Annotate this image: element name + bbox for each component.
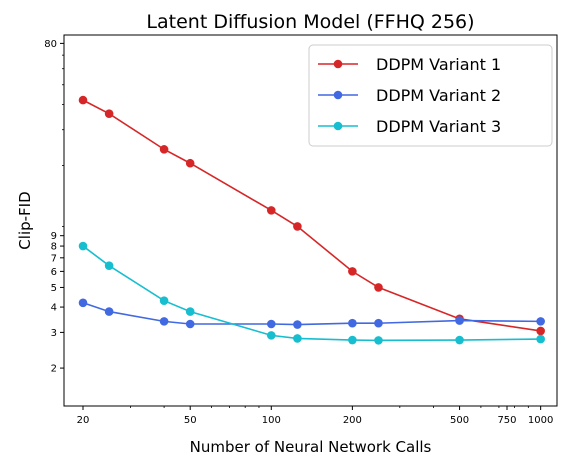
- x-tick-label: 100: [262, 415, 281, 426]
- ticks-layer: 20 50 100 200 500 750 1000 2 3 4 5 6 789 80: [44, 39, 553, 426]
- data-point: [536, 334, 545, 344]
- legend-label: DDPM Variant 3: [376, 117, 501, 136]
- y-tick-label: 7: [51, 253, 57, 264]
- legend-marker: [333, 121, 343, 131]
- data-point: [455, 335, 464, 345]
- series-layer: [78, 95, 545, 345]
- y-tick-label: 2: [51, 364, 57, 375]
- data-point: [348, 318, 357, 328]
- y-tick-label: 6: [51, 267, 57, 278]
- data-point: [159, 317, 169, 326]
- data-point: [348, 267, 357, 276]
- y-tick-label: 9: [51, 231, 57, 242]
- y-axis-label: Clip-FID: [16, 191, 34, 249]
- legend-label: DDPM Variant 2: [376, 86, 501, 105]
- x-tick-label: 1000: [528, 415, 553, 426]
- data-point: [78, 95, 88, 105]
- data-point: [455, 316, 464, 325]
- data-point: [185, 158, 195, 168]
- data-point: [104, 261, 114, 271]
- data-point: [374, 283, 383, 292]
- data-point: [78, 241, 88, 251]
- data-point: [185, 319, 195, 329]
- legend: DDPM Variant 1 DDPM Variant 2 DDPM Variant…: [308, 44, 553, 147]
- data-point: [536, 326, 545, 336]
- x-axis-label: Number of Neural Network Calls: [190, 438, 432, 456]
- plot-frame: [63, 34, 558, 407]
- x-tick-label: 500: [450, 415, 469, 426]
- x-tick-label: 200: [343, 415, 362, 426]
- data-point: [159, 145, 169, 154]
- chart-title: Latent Diffusion Model (FFHQ 256): [146, 11, 474, 33]
- data-point: [293, 334, 302, 343]
- data-point: [266, 331, 276, 340]
- data-point: [104, 307, 114, 316]
- legend-label: DDPM Variant 1: [376, 55, 501, 74]
- x-tick-label: 750: [497, 415, 516, 426]
- data-point: [293, 222, 302, 231]
- data-point: [185, 307, 195, 316]
- y-tick-label: 3: [51, 328, 57, 339]
- data-point: [266, 319, 276, 329]
- legend-marker: [333, 59, 343, 69]
- data-point: [78, 298, 88, 308]
- data-point: [536, 317, 545, 326]
- legend-marker: [333, 90, 343, 100]
- y-tick-label: 80: [44, 39, 57, 50]
- series-line-3: [82, 245, 541, 342]
- series-line-2: [82, 302, 541, 326]
- y-tick-label: 5: [51, 283, 57, 294]
- y-tick-label: 4: [51, 303, 57, 314]
- legend-box: [308, 44, 553, 147]
- data-point: [266, 206, 276, 215]
- data-point: [374, 336, 383, 345]
- data-point: [293, 320, 302, 329]
- data-point: [374, 318, 383, 328]
- data-point: [104, 109, 114, 118]
- data-point: [159, 296, 169, 306]
- x-tick-label: 20: [77, 415, 90, 426]
- data-point: [348, 335, 357, 345]
- series-line-1: [82, 99, 541, 332]
- y-tick-label: 8: [51, 242, 57, 253]
- x-tick-label: 50: [184, 415, 197, 426]
